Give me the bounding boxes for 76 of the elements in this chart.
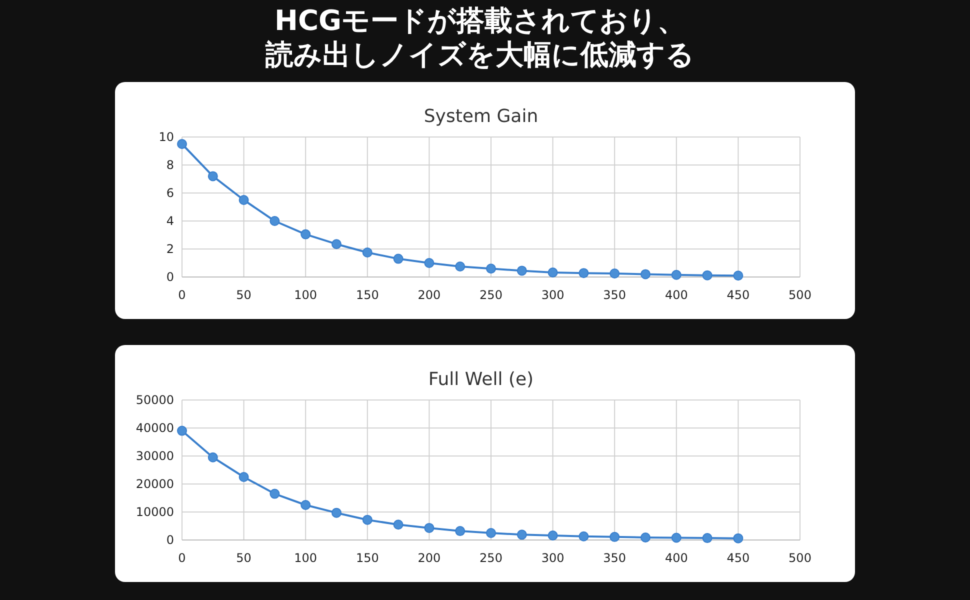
x-tick-label: 250 [480, 288, 502, 302]
point [300, 500, 311, 510]
x-tick-label: 100 [294, 288, 318, 302]
y-tick-label: 20000 [136, 477, 174, 491]
point [238, 472, 249, 482]
point [270, 216, 280, 226]
point [671, 532, 682, 543]
x-tick-label: 500 [788, 288, 812, 302]
point [578, 531, 589, 542]
x-tick-label: 200 [418, 288, 441, 302]
x-tick-label: 300 [541, 288, 564, 302]
point [733, 270, 744, 281]
point [332, 508, 342, 518]
point [516, 266, 527, 276]
point [733, 533, 744, 544]
x-tick-label: 400 [664, 551, 688, 565]
chart-title: System Gain [424, 106, 538, 127]
x-tick-label: 100 [294, 551, 318, 565]
point [610, 268, 620, 278]
point [516, 530, 527, 540]
x-tick-label: 350 [603, 551, 626, 565]
y-tick-label: 50000 [136, 393, 174, 407]
point [486, 528, 496, 538]
point [424, 258, 434, 268]
point [362, 248, 372, 258]
text: 読み出しノイズを大幅に低減する [264, 38, 694, 71]
point [610, 532, 620, 542]
point [702, 533, 712, 544]
x-tick-label: 150 [356, 288, 379, 302]
x-tick-label: 150 [356, 551, 379, 565]
point [177, 426, 187, 436]
y-tick-label: 0 [166, 270, 174, 284]
point [548, 268, 558, 278]
point [238, 195, 249, 205]
point [578, 268, 589, 278]
point [671, 270, 682, 280]
point [393, 254, 404, 264]
text: HCGモードが搭載されており、 [274, 4, 686, 37]
point [208, 452, 218, 462]
point [548, 530, 558, 541]
point [270, 488, 280, 499]
point [640, 532, 650, 542]
x-tick-label: 450 [726, 288, 750, 302]
y-tick-label: 10 [158, 130, 174, 144]
point [455, 526, 466, 536]
y-tick-label: 4 [166, 214, 174, 228]
x-tick-label: 0 [178, 288, 186, 302]
x-tick-label: 0 [178, 551, 186, 565]
x-tick-label: 400 [664, 288, 688, 302]
x-tick-label: 50 [236, 288, 252, 302]
x-tick-label: 450 [726, 551, 750, 565]
x-tick-label: 500 [788, 551, 812, 565]
point [362, 514, 372, 525]
chart-title: Full Well (e) [428, 369, 534, 390]
point [455, 262, 466, 272]
x-tick-label: 350 [603, 288, 626, 302]
point [486, 264, 496, 274]
y-tick-label: 30000 [136, 449, 174, 463]
y-tick-label: 2 [166, 242, 174, 256]
y-tick-label: 10000 [136, 505, 174, 519]
point [300, 229, 311, 240]
point [393, 520, 404, 530]
y-tick-label: 0 [166, 533, 174, 547]
point [177, 139, 187, 149]
point [424, 522, 434, 533]
y-tick-label: 6 [166, 186, 174, 200]
x-tick-label: 200 [418, 551, 441, 565]
x-tick-label: 300 [541, 551, 564, 565]
y-tick-label: 40000 [136, 421, 174, 435]
x-tick-label: 250 [480, 551, 502, 565]
point [640, 269, 650, 280]
x-tick-label: 50 [236, 551, 252, 565]
point [208, 171, 218, 182]
y-tick-label: 8 [166, 158, 174, 172]
point [332, 239, 342, 250]
point [702, 270, 712, 280]
